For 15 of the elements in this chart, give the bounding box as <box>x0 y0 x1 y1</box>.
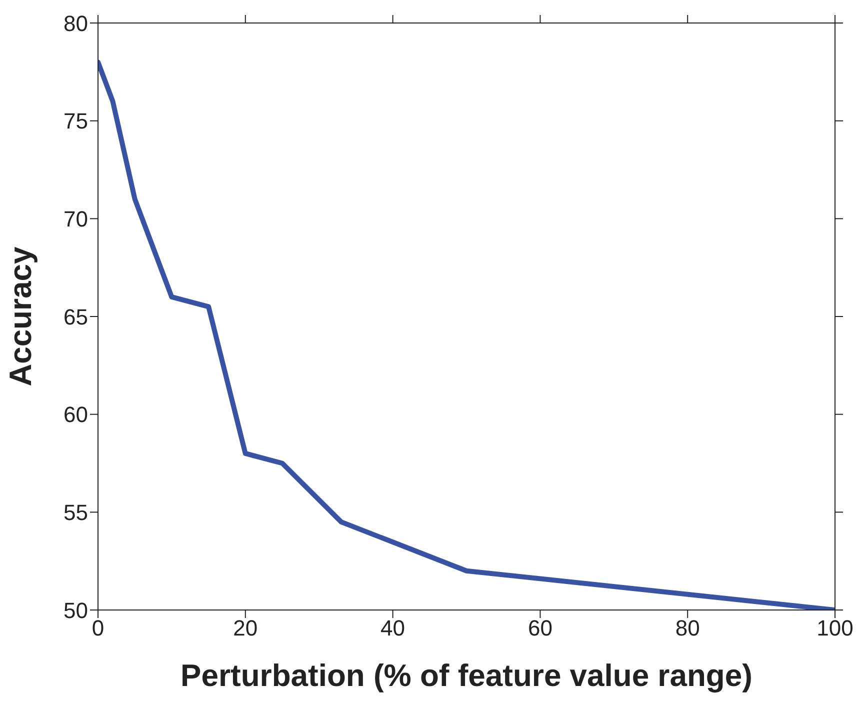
x-tick-label: 20 <box>233 616 258 641</box>
x-axis-title: Perturbation (% of feature value range) <box>180 658 752 693</box>
y-tick-label: 55 <box>64 500 88 525</box>
y-tick-label: 65 <box>64 304 88 330</box>
y-tick-label: 75 <box>64 108 88 134</box>
y-tick-label: 50 <box>64 598 88 623</box>
x-tick-label: 80 <box>675 616 700 641</box>
x-tick-label: 40 <box>380 616 406 641</box>
x-tick-label: 100 <box>816 616 854 641</box>
y-tick-label: 70 <box>64 206 88 232</box>
x-tick-label: 0 <box>92 616 104 641</box>
y-tick-label: 60 <box>64 402 88 428</box>
x-tick-label: 60 <box>528 616 552 641</box>
y-tick-label: 80 <box>64 10 88 36</box>
y-axis-title: Accuracy <box>3 246 38 386</box>
